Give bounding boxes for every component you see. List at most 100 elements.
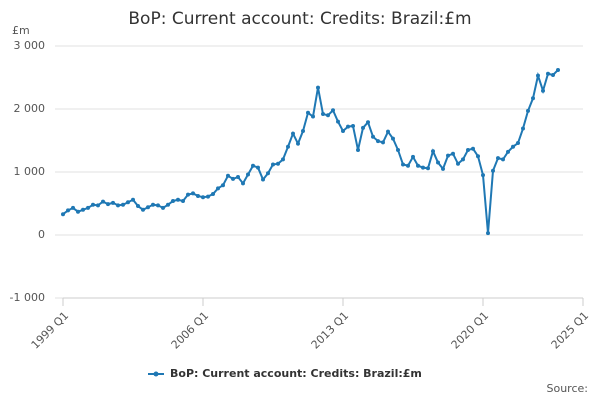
- point: [411, 154, 415, 159]
- x-tick-label: 2006 Q1: [169, 309, 212, 352]
- source: Source:: [547, 382, 589, 395]
- x-tick-label: 1999 Q1: [29, 309, 72, 352]
- point: [66, 208, 70, 213]
- chart-title: BoP: Current account: Credits: Brazil:£m: [128, 9, 471, 29]
- point: [541, 88, 545, 93]
- point: [506, 149, 510, 154]
- point: [421, 165, 425, 170]
- point: [556, 67, 560, 72]
- point: [181, 198, 185, 203]
- point: [266, 171, 270, 176]
- point: [521, 126, 525, 131]
- point: [136, 204, 140, 209]
- point: [496, 156, 500, 161]
- point: [206, 194, 210, 199]
- x-tick-label: 2020 Q1: [449, 309, 492, 352]
- point: [271, 162, 275, 167]
- point: [376, 139, 380, 144]
- point: [471, 146, 475, 151]
- x-tick-label: 2025 Q1: [549, 309, 592, 352]
- point: [201, 195, 205, 200]
- point: [71, 205, 75, 210]
- point: [381, 140, 385, 145]
- point: [416, 163, 420, 168]
- point: [551, 72, 555, 77]
- point: [491, 168, 495, 173]
- point: [406, 163, 410, 168]
- point: [256, 165, 260, 170]
- point: [476, 154, 480, 159]
- point: [151, 202, 155, 207]
- point: [191, 191, 195, 196]
- point: [196, 193, 200, 198]
- point: [276, 161, 280, 166]
- point: [231, 176, 235, 181]
- y-axis-label: £m: [12, 24, 30, 37]
- point: [96, 203, 100, 208]
- point: [116, 203, 120, 208]
- point: [296, 141, 300, 146]
- point: [286, 144, 290, 149]
- point: [466, 147, 470, 152]
- point: [111, 200, 115, 205]
- point: [451, 151, 455, 156]
- y-tick-label: 2 000: [14, 102, 46, 115]
- legend-marker: [153, 371, 159, 377]
- point: [236, 175, 240, 180]
- point: [186, 192, 190, 197]
- point: [431, 149, 435, 154]
- point: [341, 129, 345, 134]
- point: [176, 197, 180, 202]
- point: [321, 112, 325, 117]
- point: [316, 85, 320, 90]
- point: [86, 205, 90, 210]
- point: [161, 205, 165, 210]
- point: [241, 181, 245, 186]
- y-tick-label: 3 000: [14, 39, 46, 52]
- y-tick-label: -1 000: [10, 291, 45, 304]
- point: [531, 96, 535, 101]
- point: [81, 207, 85, 212]
- point: [446, 153, 450, 158]
- point: [301, 129, 305, 134]
- x-tick-label: 2013 Q1: [309, 309, 352, 352]
- point: [101, 199, 105, 204]
- point: [291, 131, 295, 136]
- point: [306, 110, 310, 115]
- point: [436, 160, 440, 165]
- point: [146, 205, 150, 210]
- point: [361, 125, 365, 130]
- point: [441, 166, 445, 171]
- point: [486, 231, 490, 236]
- point: [121, 202, 125, 207]
- point: [261, 177, 265, 182]
- point: [311, 114, 315, 119]
- point: [156, 203, 160, 208]
- point: [221, 183, 225, 188]
- legend-label: BoP: Current account: Credits: Brazil:£m: [170, 367, 422, 380]
- y-tick-label: 0: [38, 228, 45, 241]
- point: [371, 134, 375, 139]
- point: [536, 73, 540, 78]
- point: [171, 198, 175, 203]
- point: [501, 157, 505, 162]
- point: [226, 173, 230, 178]
- point: [366, 120, 370, 125]
- point: [61, 212, 65, 217]
- point: [516, 141, 520, 146]
- point: [481, 173, 485, 178]
- point: [526, 108, 530, 113]
- point: [246, 172, 250, 177]
- point: [456, 161, 460, 166]
- series-line: [62, 69, 559, 234]
- point: [356, 147, 360, 152]
- point: [141, 207, 145, 212]
- point: [396, 147, 400, 152]
- point: [346, 124, 350, 129]
- point: [211, 192, 215, 197]
- point: [401, 162, 405, 167]
- point: [461, 157, 465, 162]
- point: [166, 202, 170, 207]
- point: [386, 129, 390, 134]
